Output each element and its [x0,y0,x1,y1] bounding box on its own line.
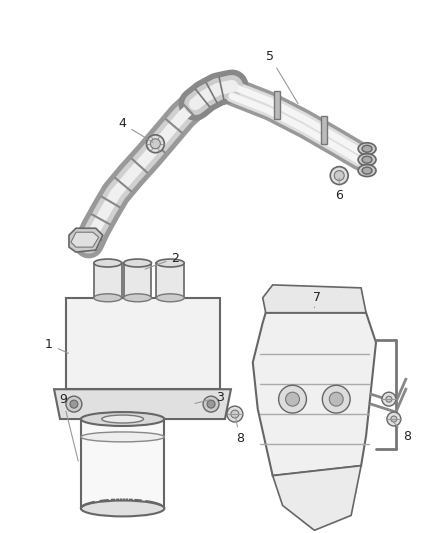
Text: 4: 4 [119,117,153,142]
Ellipse shape [358,165,376,176]
Circle shape [334,171,344,181]
Circle shape [279,385,307,413]
Ellipse shape [362,146,372,152]
Text: 2: 2 [145,252,179,269]
Circle shape [387,412,401,426]
Ellipse shape [362,167,372,174]
Text: 8: 8 [393,421,411,443]
Circle shape [329,392,343,406]
Circle shape [391,416,397,422]
Circle shape [231,410,239,418]
Text: 5: 5 [266,50,298,103]
Ellipse shape [81,500,164,516]
Circle shape [70,400,78,408]
Ellipse shape [94,294,122,302]
Polygon shape [273,466,361,530]
Ellipse shape [81,432,164,442]
Text: 3: 3 [195,391,224,403]
Bar [81,419,164,508]
Circle shape [382,392,396,406]
Text: 6: 6 [336,179,343,202]
Ellipse shape [102,415,144,423]
Polygon shape [54,389,231,419]
Ellipse shape [156,294,184,302]
Ellipse shape [362,156,372,163]
Bar [66,298,220,389]
Bar [274,91,279,118]
Circle shape [322,385,350,413]
Text: 8: 8 [236,417,244,446]
Text: 9: 9 [59,393,78,461]
Text: 7: 7 [313,292,321,308]
Ellipse shape [124,294,152,302]
Circle shape [286,392,300,406]
Bar [124,263,152,298]
Ellipse shape [358,154,376,166]
Ellipse shape [358,143,376,155]
Circle shape [207,400,215,408]
Circle shape [150,139,160,149]
Polygon shape [69,228,103,252]
Bar [156,263,184,298]
Bar [94,263,122,298]
Polygon shape [71,232,99,247]
Circle shape [66,396,82,412]
Ellipse shape [124,259,152,267]
Ellipse shape [156,259,184,267]
Ellipse shape [94,259,122,267]
Circle shape [203,396,219,412]
Text: 1: 1 [45,338,68,353]
Polygon shape [253,313,376,475]
Bar [321,116,327,144]
Circle shape [227,406,243,422]
Ellipse shape [81,412,164,426]
Circle shape [146,135,164,153]
Circle shape [386,396,392,402]
Polygon shape [263,285,366,313]
Circle shape [330,167,348,184]
